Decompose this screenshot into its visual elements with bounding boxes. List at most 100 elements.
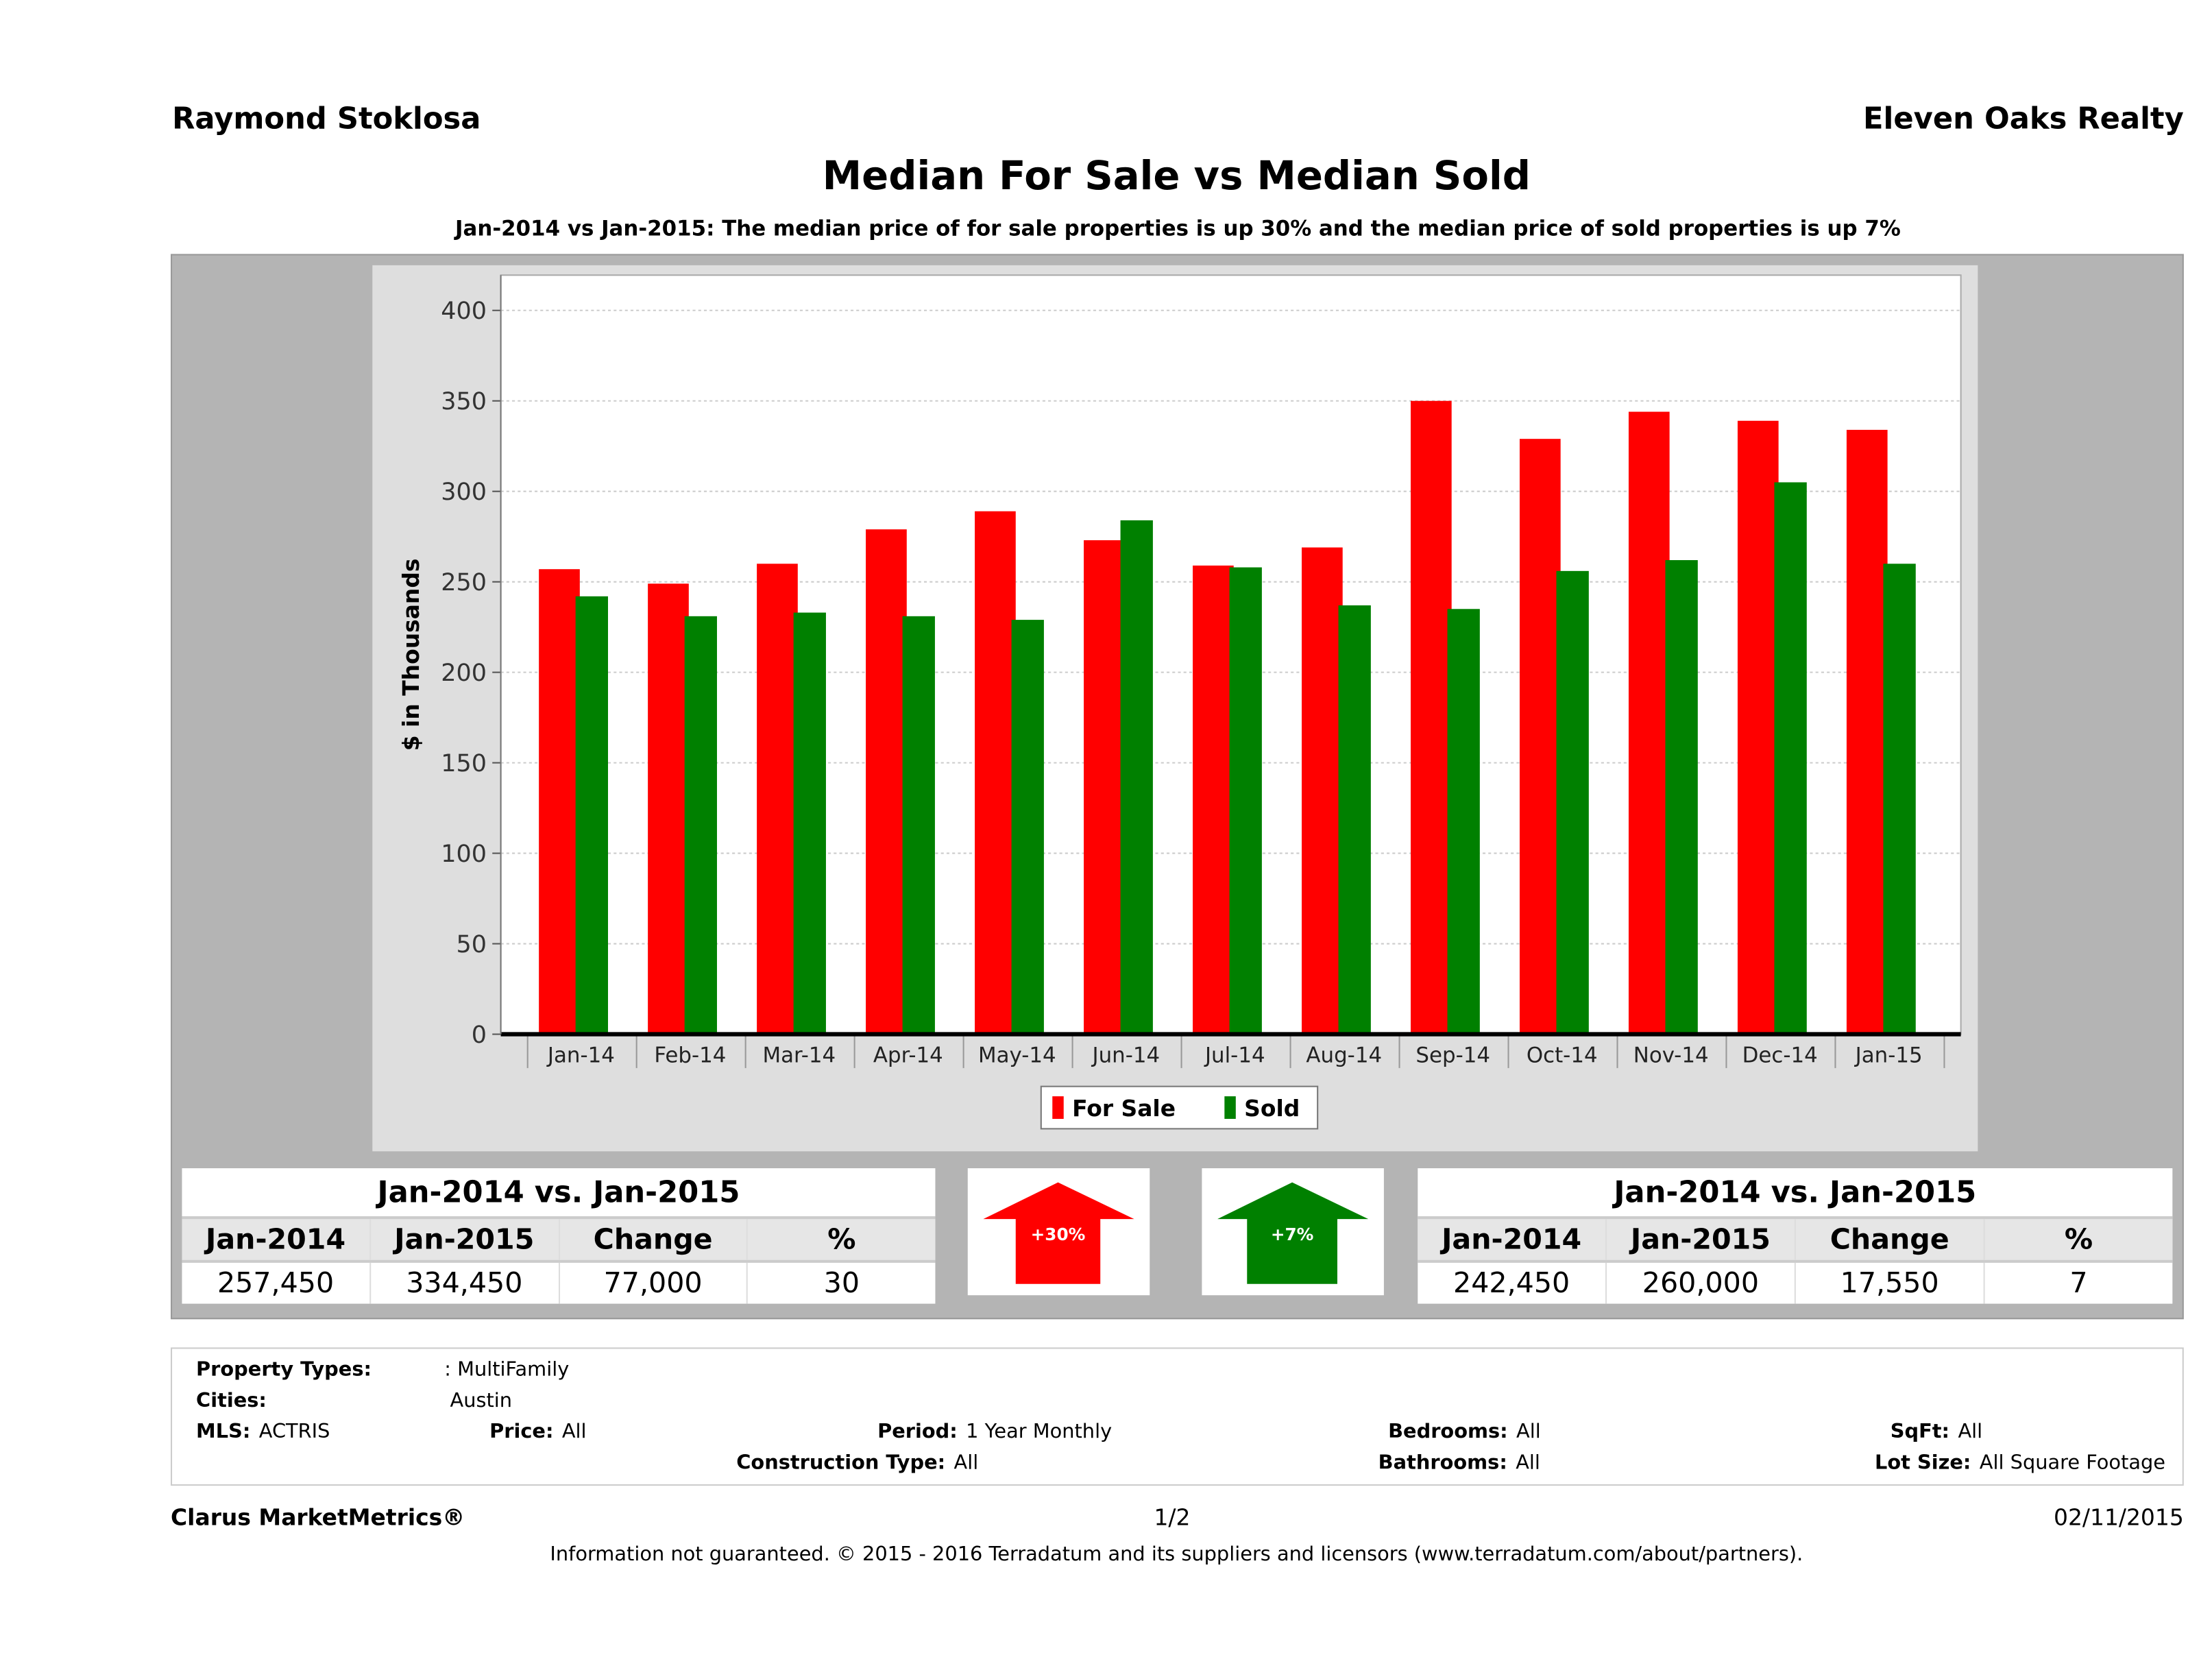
property-types-label: Property Types: xyxy=(196,1358,372,1381)
table-cell: 334,450 xyxy=(371,1262,559,1304)
bar-sold xyxy=(1774,482,1807,1035)
cities-value: Austin xyxy=(450,1390,513,1413)
bedrooms-value: All xyxy=(1516,1421,1541,1444)
mls-value: ACTRIS xyxy=(258,1421,330,1444)
period-value: 1 Year Monthly xyxy=(966,1421,1113,1444)
x-tick-label: Jul-14 xyxy=(1204,1043,1265,1068)
bar-for-sale xyxy=(757,564,798,1035)
column-header: Jan-2014 xyxy=(182,1219,371,1260)
bar-sold xyxy=(1665,559,1698,1035)
x-tick-label: Jun-14 xyxy=(1091,1043,1160,1068)
y-tick-label: 350 xyxy=(441,388,487,415)
price: Price: All xyxy=(489,1421,586,1443)
bedrooms: Bedrooms: All xyxy=(1388,1421,1541,1443)
page-number: 1/2 xyxy=(1154,1503,1191,1531)
legend-swatch-for-sale xyxy=(1052,1096,1064,1119)
column-header: Jan-2014 xyxy=(1418,1219,1607,1260)
bar-for-sale xyxy=(648,583,689,1035)
x-tick-label: Sep-14 xyxy=(1415,1043,1490,1068)
bathrooms-label: Bathrooms: xyxy=(1378,1451,1507,1475)
column-header: % xyxy=(827,1222,856,1256)
bar-sold xyxy=(1120,520,1153,1035)
construction-type-value: All xyxy=(953,1451,979,1475)
sold-table: Jan-2014 vs. Jan-2015 Jan-2014 Jan-2015 … xyxy=(1418,1168,2173,1304)
y-tick-label: 0 xyxy=(472,1022,487,1049)
bar-chart: 0 50 100 150 200 250 300 350 400 Jan-14 Feb-14 Mar… xyxy=(398,274,1962,1130)
bar-sold xyxy=(793,612,826,1035)
company-name: Eleven Oaks Realty xyxy=(1863,101,2184,136)
table-cell: 17,550 xyxy=(1796,1262,1985,1304)
bar-for-sale xyxy=(1302,547,1343,1035)
sqft-label: SqFt: xyxy=(1890,1421,1950,1444)
construction-type: Construction Type: All xyxy=(736,1452,978,1475)
column-header: % xyxy=(2064,1222,2093,1256)
bar-for-sale xyxy=(1737,420,1779,1035)
price-value: All xyxy=(561,1421,587,1444)
x-tick-label: Jan-15 xyxy=(1854,1043,1923,1068)
table-cell: 242,450 xyxy=(1418,1262,1607,1304)
y-tick-label: 100 xyxy=(441,841,487,868)
y-tick-label: 200 xyxy=(441,660,487,687)
column-header: Change xyxy=(1796,1219,1985,1260)
price-label: Price: xyxy=(489,1421,554,1444)
y-tick-label: 150 xyxy=(441,750,487,777)
y-tick-label: 250 xyxy=(441,569,487,596)
sqft-value: All xyxy=(1958,1421,1983,1444)
table-cell: 7 xyxy=(2069,1266,2088,1300)
sqft: SqFt: All xyxy=(1891,1421,1982,1443)
legend: For Sale Sold xyxy=(1040,1085,1319,1130)
bar-for-sale xyxy=(539,569,580,1035)
mls-label: MLS: xyxy=(196,1421,251,1444)
construction-type-label: Construction Type: xyxy=(736,1451,946,1475)
bar-for-sale xyxy=(1628,411,1670,1035)
for-sale-change-indicator: +30% xyxy=(967,1168,1150,1296)
column-header: Jan-2015 xyxy=(371,1219,559,1260)
bar-for-sale xyxy=(975,511,1016,1035)
bar-sold xyxy=(1011,620,1044,1035)
chart-title: Median For Sale vs Median Sold xyxy=(822,152,1531,200)
disclaimer: Information not guaranteed. © 2015 - 201… xyxy=(550,1543,1803,1567)
bar-sold xyxy=(1883,564,1916,1035)
cities-label: Cities: xyxy=(196,1390,267,1413)
bar-sold xyxy=(902,616,935,1035)
y-tick-label: 50 xyxy=(457,931,487,958)
legend-swatch-sold xyxy=(1224,1096,1236,1119)
chart-subtitle: Jan-2014 vs Jan-2015: The median price o… xyxy=(455,215,1901,241)
x-tick-label: Mar-14 xyxy=(763,1043,836,1068)
sold-change-indicator: +7% xyxy=(1202,1168,1384,1296)
period: Period: 1 Year Monthly xyxy=(877,1421,1112,1443)
bar-for-sale xyxy=(866,529,907,1035)
mls: MLS: ACTRIS xyxy=(196,1421,330,1443)
bar-sold xyxy=(1556,570,1589,1035)
property-types-value: : MultiFamily xyxy=(444,1358,570,1381)
bar-sold xyxy=(1447,609,1480,1035)
x-tick-label: Aug-14 xyxy=(1306,1043,1382,1068)
agent-name: Raymond Stoklosa xyxy=(172,101,481,136)
bar-sold xyxy=(684,616,717,1035)
table-cell: 260,000 xyxy=(1607,1262,1796,1304)
bar-for-sale xyxy=(1193,565,1234,1035)
column-header: Change xyxy=(559,1219,749,1260)
bar-for-sale xyxy=(1519,439,1561,1035)
sold-change-label: +7% xyxy=(1271,1224,1314,1244)
chart-area: 0 50 100 150 200 250 300 350 400 Jan-14 Feb-14 Mar… xyxy=(372,265,1978,1152)
table-title: Jan-2014 vs. Jan-2015 xyxy=(1614,1175,1977,1209)
table-cell: 30 xyxy=(823,1266,860,1300)
x-tick-label: May-14 xyxy=(978,1043,1056,1068)
bar-sold xyxy=(1338,605,1371,1035)
column-header: Jan-2015 xyxy=(1607,1219,1796,1260)
brand-name: Clarus MarketMetrics® xyxy=(171,1503,465,1531)
x-tick-label: Jan-14 xyxy=(546,1043,615,1068)
x-tick-label: Feb-14 xyxy=(654,1043,726,1068)
legend-label-for-sale: For Sale xyxy=(1072,1095,1176,1122)
arrow-up-icon: +30% xyxy=(983,1182,1134,1284)
cities: Cities: Austin xyxy=(196,1390,512,1412)
for-sale-change-label: +30% xyxy=(1031,1224,1086,1244)
table-title: Jan-2014 vs. Jan-2015 xyxy=(377,1175,740,1209)
bar-for-sale xyxy=(1411,400,1452,1035)
lot-size-label: Lot Size: xyxy=(1875,1451,1971,1475)
for-sale-table: Jan-2014 vs. Jan-2015 Jan-2014 Jan-2015 … xyxy=(182,1168,936,1304)
y-axis-label: $ in Thousands xyxy=(398,559,424,751)
bar-for-sale xyxy=(1084,540,1125,1035)
bathrooms-value: All xyxy=(1516,1451,1540,1475)
